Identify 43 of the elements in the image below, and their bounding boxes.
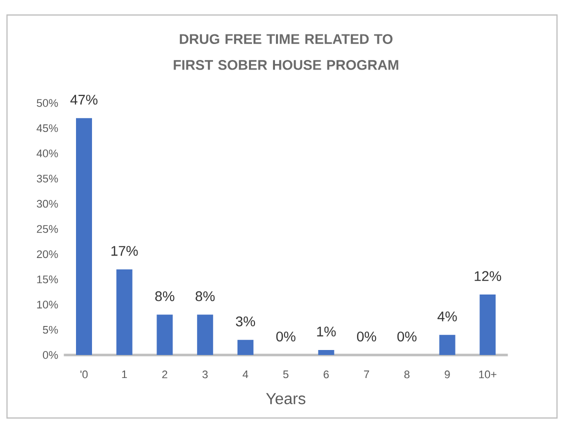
bar [439,334,456,355]
bar [76,118,92,355]
y-tick-label: 15% [37,276,58,284]
data-label: 12% [474,271,502,281]
data-label: 0% [276,332,296,342]
data-label: 0% [357,332,376,342]
bar [116,269,132,355]
data-label: 17% [111,246,138,256]
y-tick-label: 5% [42,326,58,334]
bar [237,340,254,355]
data-label: 47% [70,94,98,105]
y-tick-label: 20% [36,250,58,258]
x-tick-label: 5 [283,370,288,378]
y-tick-label: 40% [36,150,58,158]
x-tick-label: 3 [202,370,208,378]
y-tick-label: 50% [36,99,58,107]
data-label: 8% [196,291,215,302]
y-tick-label: 10% [37,300,58,308]
x-tick-label: '0 [80,370,88,378]
chart-title: DRUG FREE TIME RELATED TO FIRST SOBER HOUSE PROGRAM [174,34,398,70]
x-axis-title: Years [266,393,306,404]
bar [156,314,173,355]
data-label: 0% [397,332,416,342]
y-tick-label: 25% [36,225,58,233]
x-tick-label: 2 [162,370,168,378]
data-label: 1% [317,326,336,336]
y-tick-label: 35% [36,174,58,182]
bar [480,294,496,355]
x-tick-label: 8 [404,370,410,378]
data-label: 8% [155,291,174,302]
x-tick-label: 10+ [479,370,496,378]
bar [197,314,214,355]
bar [318,350,334,355]
x-tick-label: 4 [242,370,248,378]
y-tick-label: 45% [36,124,58,132]
x-tick-label: 6 [324,370,329,378]
x-tick-label: 7 [364,370,370,378]
data-label: 4% [438,312,457,322]
y-tick-label: 0% [42,351,58,359]
x-tick-label: 9 [444,370,450,378]
data-label: 3% [236,316,256,326]
x-tick-label: 1 [122,370,127,378]
y-tick-label: 30% [36,200,58,208]
